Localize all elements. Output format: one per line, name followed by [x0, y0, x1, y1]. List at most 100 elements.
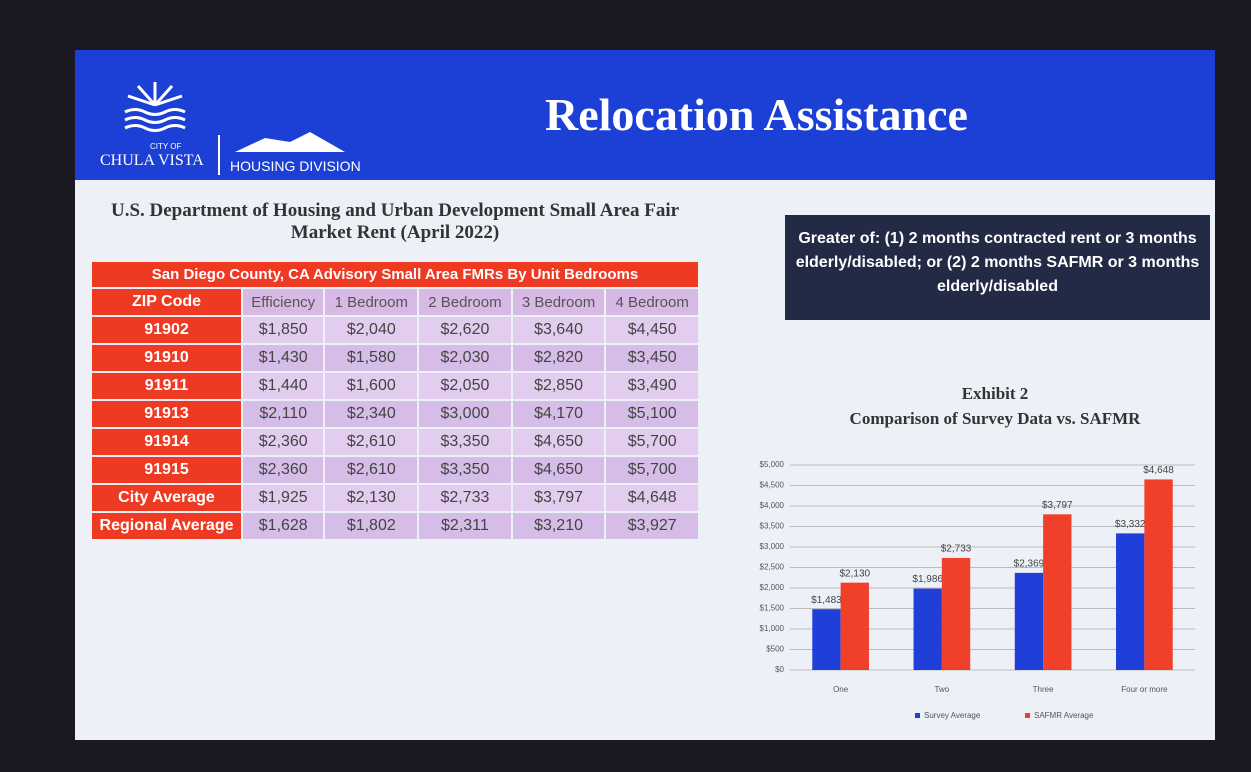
y-tick-label: $500 — [766, 645, 784, 654]
note-box: Greater of: (1) 2 months contracted rent… — [785, 215, 1210, 320]
row-header: 91914 — [91, 428, 242, 456]
cell: $2,850 — [512, 372, 606, 400]
slide-title: Relocation Assistance — [545, 88, 968, 141]
x-tick-label: One — [833, 685, 849, 694]
table-row: 91911$1,440$1,600$2,050$2,850$3,490 — [91, 372, 699, 400]
logo: CITY OF CHULA VISTA HOUSING DIVISION — [100, 80, 190, 140]
y-tick-label: $4,500 — [760, 481, 785, 490]
table-row: 91902$1,850$2,040$2,620$3,640$4,450 — [91, 316, 699, 344]
y-tick-label: $3,500 — [760, 522, 785, 531]
separator — [218, 135, 220, 175]
table-caption: San Diego County, CA Advisory Small Area… — [91, 261, 699, 288]
x-tick-label: Three — [1033, 685, 1054, 694]
cell: $4,170 — [512, 400, 606, 428]
table-row: Regional Average$1,628$1,802$2,311$3,210… — [91, 512, 699, 540]
row-header: 91902 — [91, 316, 242, 344]
cell: $2,620 — [418, 316, 512, 344]
cell: $3,450 — [605, 344, 699, 372]
table-row: City Average$1,925$2,130$2,733$3,797$4,6… — [91, 484, 699, 512]
cell: $2,340 — [324, 400, 418, 428]
cell: $3,490 — [605, 372, 699, 400]
cell: $2,050 — [418, 372, 512, 400]
row-header: 91911 — [91, 372, 242, 400]
value-label: $4,648 — [1143, 465, 1174, 476]
y-tick-label: $1,000 — [760, 624, 785, 633]
cell: $5,700 — [605, 456, 699, 484]
cell: $2,040 — [324, 316, 418, 344]
cell: $1,628 — [242, 512, 324, 540]
y-tick-label: $2,000 — [760, 583, 785, 592]
cell: $3,927 — [605, 512, 699, 540]
y-tick-label: $0 — [775, 665, 784, 674]
cell: $2,610 — [324, 428, 418, 456]
column-header: 2 Bedroom — [418, 288, 512, 316]
value-label: $2,369 — [1014, 559, 1045, 570]
bar — [812, 609, 840, 670]
cell: $4,650 — [512, 456, 606, 484]
cell: $1,600 — [324, 372, 418, 400]
bar — [914, 589, 942, 670]
table-row: 91910$1,430$1,580$2,030$2,820$3,450 — [91, 344, 699, 372]
column-header: 4 Bedroom — [605, 288, 699, 316]
cell: $3,797 — [512, 484, 606, 512]
chart: Exhibit 2 Comparison of Survey Data vs. S… — [715, 370, 1205, 730]
value-label: $1,986 — [912, 574, 943, 585]
cell: $3,000 — [418, 400, 512, 428]
cell: $1,925 — [242, 484, 324, 512]
cell: $4,450 — [605, 316, 699, 344]
bar — [1116, 533, 1144, 670]
value-label: $2,733 — [941, 544, 972, 555]
cell: $1,802 — [324, 512, 418, 540]
cell: $2,110 — [242, 400, 324, 428]
table-row: 91913$2,110$2,340$3,000$4,170$5,100 — [91, 400, 699, 428]
cell: $1,440 — [242, 372, 324, 400]
cell: $3,350 — [418, 456, 512, 484]
logo-text: CITY OF — [150, 142, 181, 151]
legend-label: Survey Average — [924, 711, 981, 720]
table-row: 91914$2,360$2,610$3,350$4,650$5,700 — [91, 428, 699, 456]
cell: $2,610 — [324, 456, 418, 484]
row-header: 91915 — [91, 456, 242, 484]
x-tick-label: Two — [935, 685, 950, 694]
row-header: Regional Average — [91, 512, 242, 540]
chart-title: Exhibit 2 — [962, 384, 1029, 403]
bar — [841, 583, 869, 670]
cell: $2,311 — [418, 512, 512, 540]
cell: $2,130 — [324, 484, 418, 512]
legend-swatch — [915, 713, 920, 718]
cell: $1,580 — [324, 344, 418, 372]
legend-label: SAFMR Average — [1034, 711, 1094, 720]
cell: $3,640 — [512, 316, 606, 344]
slide: CITY OF CHULA VISTA HOUSING DIVISION Rel… — [75, 50, 1215, 740]
table-row: 91915$2,360$2,610$3,350$4,650$5,700 — [91, 456, 699, 484]
column-header: ZIP Code — [91, 288, 242, 316]
cell: $1,430 — [242, 344, 324, 372]
legend-swatch — [1025, 713, 1030, 718]
value-label: $1,483 — [811, 595, 842, 606]
cell: $2,360 — [242, 456, 324, 484]
table: San Diego County, CA Advisory Small Area… — [90, 260, 700, 541]
bar — [1144, 479, 1172, 670]
cell: $5,100 — [605, 400, 699, 428]
bar — [1043, 514, 1071, 670]
bar — [942, 558, 970, 670]
cell: $2,030 — [418, 344, 512, 372]
cell: $4,648 — [605, 484, 699, 512]
division-icon — [235, 130, 345, 155]
column-header: 1 Bedroom — [324, 288, 418, 316]
logo-icon — [120, 80, 190, 135]
row-header: 91910 — [91, 344, 242, 372]
cell: $3,350 — [418, 428, 512, 456]
bar — [1015, 573, 1043, 670]
logo-text: HOUSING DIVISION — [230, 158, 361, 174]
row-header: City Average — [91, 484, 242, 512]
header-bar: CITY OF CHULA VISTA HOUSING DIVISION Rel… — [75, 50, 1215, 180]
cell: $2,360 — [242, 428, 324, 456]
chart-subtitle: Comparison of Survey Data vs. SAFMR — [850, 409, 1142, 428]
cell: $2,733 — [418, 484, 512, 512]
x-tick-label: Four or more — [1121, 685, 1168, 694]
row-header: 91913 — [91, 400, 242, 428]
logo-text: CHULA VISTA — [100, 152, 204, 170]
y-tick-label: $4,000 — [760, 501, 785, 510]
y-tick-label: $3,000 — [760, 542, 785, 551]
